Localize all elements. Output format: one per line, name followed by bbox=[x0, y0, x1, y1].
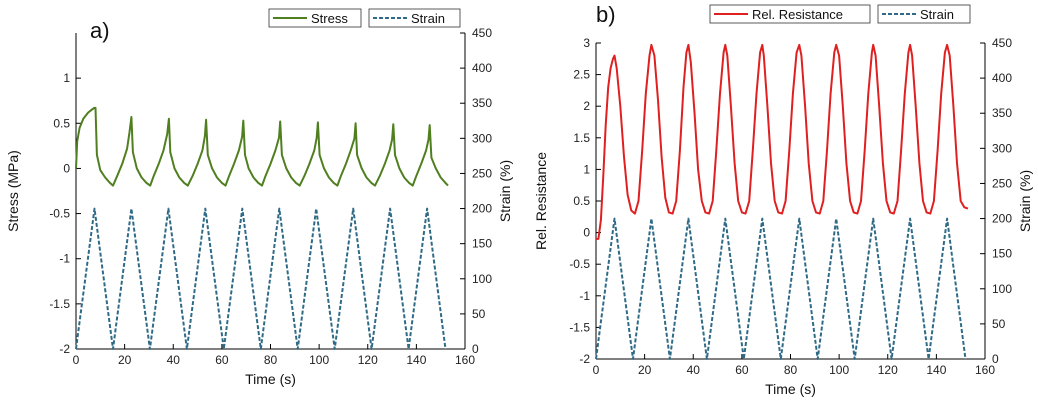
y-left-tick-label: -1.5 bbox=[49, 297, 70, 311]
y-left-tick-label: -0.5 bbox=[49, 207, 70, 221]
x-tick-label: 120 bbox=[878, 363, 898, 377]
y-left-tick-label: 1 bbox=[63, 71, 70, 85]
x-tick-label: 20 bbox=[118, 353, 132, 367]
y-left-tick-label: -1 bbox=[59, 252, 70, 266]
x-tick-label: 60 bbox=[735, 363, 749, 377]
y-right-tick-label: 300 bbox=[992, 141, 1012, 155]
series-line-primary bbox=[596, 43, 969, 240]
panel-a-chart: 0 20 40 60 80 100 120 140 160 -2 -1.5 -1 -0.5 0 0.5 1 0 5… bbox=[5, 8, 513, 387]
x-axis-title: Time (s) bbox=[245, 371, 296, 387]
y-right-tick-label: 250 bbox=[472, 166, 492, 180]
x-tick-label: 100 bbox=[309, 353, 329, 367]
y-left-tick-label: 0 bbox=[63, 161, 70, 175]
panel-b-chart: 0 20 40 60 80 100 120 140 160-2-1.5-1-0.500.511.… bbox=[533, 2, 1033, 397]
y-right-tick-label: 350 bbox=[472, 96, 492, 110]
x-tick-label: 140 bbox=[406, 353, 426, 367]
y-right-tick-label: 0 bbox=[472, 342, 479, 356]
x-tick-label: 60 bbox=[215, 353, 229, 367]
legend-label: Strain bbox=[920, 7, 954, 22]
legend-box bbox=[368, 8, 461, 28]
y-right-tick-label: 400 bbox=[992, 71, 1012, 85]
panel-label: a) bbox=[90, 18, 110, 43]
x-tick-label: 120 bbox=[358, 353, 378, 367]
x-tick-label: 0 bbox=[593, 363, 600, 377]
x-tick-label: 140 bbox=[926, 363, 946, 377]
x-tick-label: 80 bbox=[784, 363, 798, 377]
y-right-tick-label: 150 bbox=[992, 247, 1012, 261]
y-right-tick-label: 50 bbox=[472, 307, 486, 321]
y-right-axis-title: Strain (%) bbox=[1017, 170, 1033, 232]
series-line-strain bbox=[75, 207, 447, 350]
legend-label: Strain bbox=[411, 11, 445, 26]
y-right-tick-label: 450 bbox=[472, 26, 492, 40]
x-tick-label: 100 bbox=[829, 363, 849, 377]
y-left-tick-label: -1 bbox=[579, 289, 590, 303]
y-left-tick-label: 2 bbox=[583, 99, 590, 113]
x-tick-label: 160 bbox=[975, 363, 995, 377]
legend-box bbox=[877, 4, 971, 24]
y-left-axis-title: Stress (MPa) bbox=[5, 150, 21, 232]
y-left-tick-label: 1 bbox=[583, 162, 590, 176]
y-right-tick-label: 200 bbox=[992, 212, 1012, 226]
y-left-tick-label: 3 bbox=[583, 36, 590, 50]
y-right-tick-label: 50 bbox=[992, 317, 1006, 331]
legend-label: Rel. Resistance bbox=[752, 7, 843, 22]
legend-label: Stress bbox=[311, 11, 348, 26]
y-left-tick-label: 0 bbox=[583, 226, 590, 240]
y-left-tick-label: 1.5 bbox=[573, 131, 590, 145]
x-tick-label: 160 bbox=[455, 353, 475, 367]
x-tick-label: 0 bbox=[73, 353, 80, 367]
y-left-tick-label: 0.5 bbox=[573, 194, 590, 208]
series-line-strain bbox=[595, 217, 967, 360]
y-right-tick-label: 300 bbox=[472, 131, 492, 145]
y-right-tick-label: 400 bbox=[472, 61, 492, 75]
legend-box bbox=[268, 8, 362, 28]
legend-box bbox=[709, 4, 871, 24]
y-right-tick-label: 450 bbox=[992, 36, 1012, 50]
y-left-tick-label: -1.5 bbox=[569, 320, 590, 334]
y-right-axis-title: Strain (%) bbox=[497, 160, 513, 222]
y-left-axis-title: Rel. Resistance bbox=[533, 152, 549, 250]
y-left-tick-label: -2 bbox=[59, 342, 70, 356]
panel-label: b) bbox=[596, 2, 616, 27]
x-tick-label: 40 bbox=[687, 363, 701, 377]
y-left-tick-label: -0.5 bbox=[569, 257, 590, 271]
series-line-primary bbox=[75, 106, 449, 187]
x-axis-title: Time (s) bbox=[765, 381, 816, 397]
y-right-tick-label: 150 bbox=[472, 237, 492, 251]
y-left-tick-label: -2 bbox=[579, 352, 590, 366]
y-right-tick-label: 200 bbox=[472, 202, 492, 216]
y-right-tick-label: 100 bbox=[472, 272, 492, 286]
y-right-tick-label: 0 bbox=[992, 352, 999, 366]
x-tick-label: 20 bbox=[638, 363, 652, 377]
x-tick-label: 80 bbox=[264, 353, 278, 367]
y-right-tick-label: 350 bbox=[992, 106, 1012, 120]
y-right-tick-label: 100 bbox=[992, 282, 1012, 296]
y-left-tick-label: 2.5 bbox=[573, 68, 590, 82]
y-right-tick-label: 250 bbox=[992, 176, 1012, 190]
y-left-tick-label: 0.5 bbox=[53, 116, 70, 130]
x-tick-label: 40 bbox=[167, 353, 181, 367]
